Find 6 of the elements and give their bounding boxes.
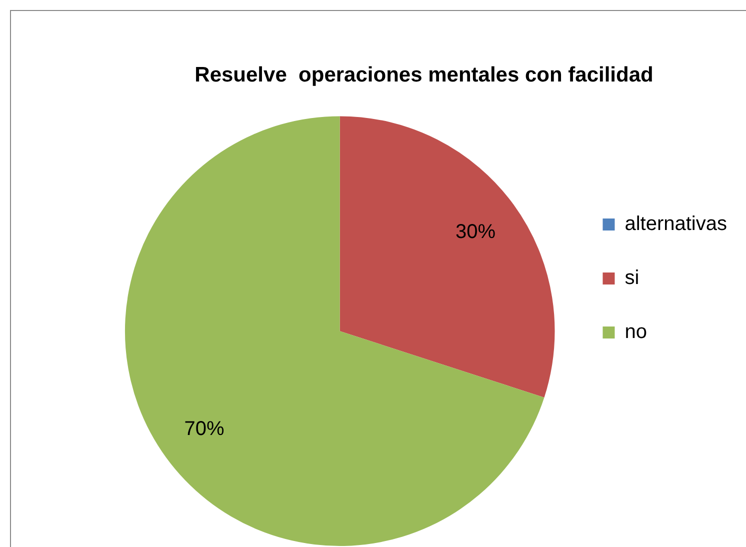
legend-label: alternativas	[624, 213, 728, 236]
chart-title: Resuelve operaciones mentales con facilidad	[194, 63, 654, 86]
legend-label: no	[624, 321, 647, 344]
data-label: 30%	[455, 221, 496, 244]
legend-label: si	[624, 267, 640, 290]
data-label: 70%	[184, 418, 224, 440]
